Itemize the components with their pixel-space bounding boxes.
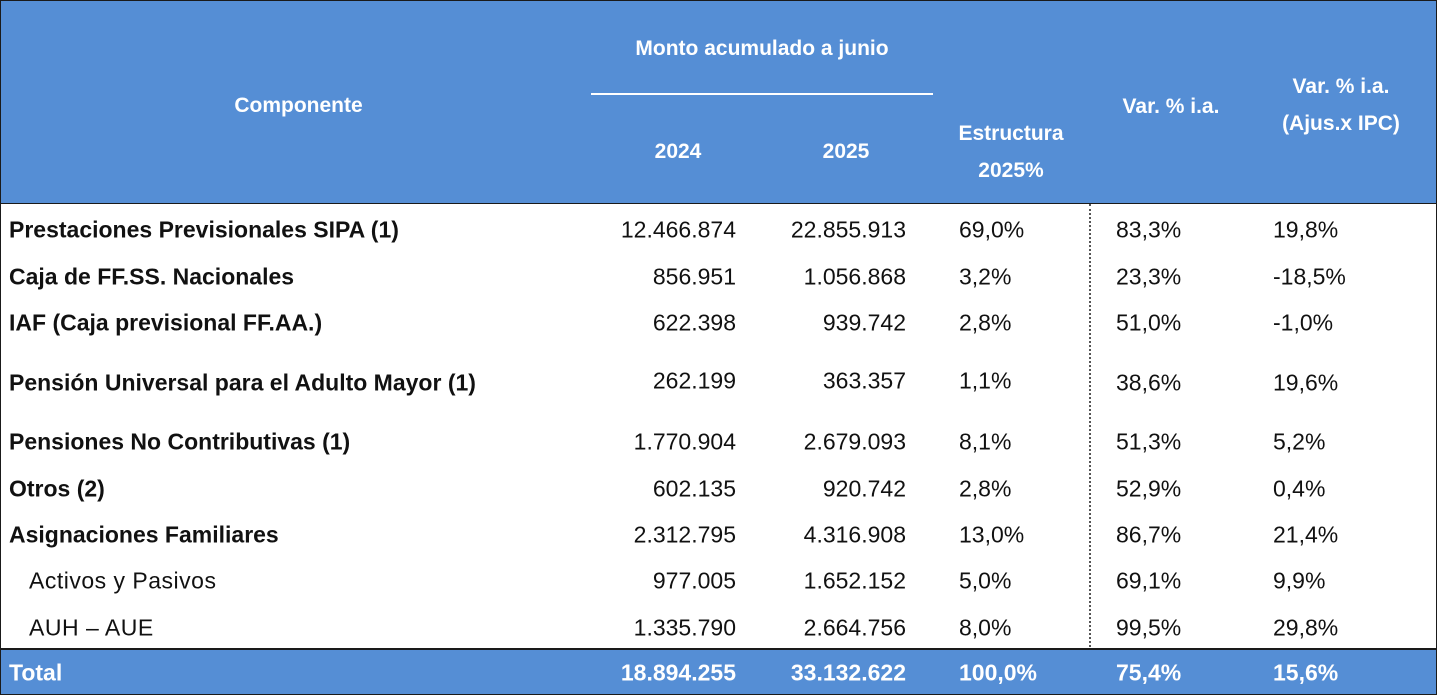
column-divider (1089, 204, 1091, 647)
table-row: Activos y Pasivos 977.005 1.652.152 5,0%… (1, 558, 1436, 604)
row-var: 69,1% (1116, 567, 1182, 594)
row-var: 52,9% (1116, 475, 1182, 502)
row-var: 51,3% (1116, 428, 1182, 455)
row-var: 23,3% (1116, 263, 1182, 290)
row-2025: 2.679.093 (803, 428, 906, 455)
row-var: 83,3% (1116, 216, 1182, 243)
row-2024: 1.770.904 (633, 428, 736, 455)
header-2025: 2025 (822, 140, 870, 163)
row-ipc: 19,6% (1273, 369, 1339, 396)
table-row: Pensión Universal para el Adulto Mayor (… (1, 360, 1436, 406)
row-2025: 4.316.908 (803, 521, 906, 548)
row-2024: 856.951 (652, 263, 736, 290)
row-2024: 622.398 (652, 309, 736, 336)
total-2024: 18.894.255 (620, 659, 736, 686)
row-ipc: -1,0% (1273, 309, 1334, 336)
row-estructura: 8,1% (959, 428, 1012, 455)
row-label: Asignaciones Familiares (9, 521, 279, 548)
row-2024: 262.199 (652, 367, 736, 394)
table-row: IAF (Caja previsional FF.AA.) 622.398 93… (1, 300, 1436, 346)
total-row: Total 18.894.255 33.132.622 100,0% 75,4%… (1, 648, 1436, 694)
table-row: Prestaciones Previsionales SIPA (1) 12.4… (1, 207, 1436, 253)
total-2025: 33.132.622 (790, 659, 906, 686)
row-var: 38,6% (1116, 369, 1182, 396)
row-label: Otros (2) (9, 475, 105, 502)
row-ipc: 29,8% (1273, 614, 1339, 641)
row-estructura: 1,1% (959, 367, 1012, 394)
table-row: Otros (2) 602.135 920.742 2,8% 52,9% 0,4… (1, 466, 1436, 512)
header-2024: 2024 (654, 140, 702, 163)
total-var: 75,4% (1116, 659, 1182, 686)
row-2025: 2.664.756 (803, 614, 906, 641)
row-estructura: 2,8% (959, 309, 1012, 336)
row-ipc: -18,5% (1273, 263, 1346, 290)
row-label: Activos y Pasivos (29, 567, 217, 594)
row-2024: 977.005 (652, 567, 736, 594)
header-ipc-line2: (Ajus.x IPC) (1282, 112, 1400, 135)
header-estructura-line2: 2025% (978, 159, 1044, 182)
table-row: Asignaciones Familiares 2.312.795 4.316.… (1, 512, 1436, 558)
header-var: Var. % i.a. (1122, 95, 1220, 118)
header-monto: Monto acumulado a junio (635, 37, 889, 60)
row-label: AUH – AUE (29, 614, 154, 641)
row-label: Pensión Universal para el Adulto Mayor (… (9, 369, 476, 396)
row-ipc: 9,9% (1273, 567, 1326, 594)
header-componente: Componente (234, 94, 363, 117)
row-estructura: 3,2% (959, 263, 1012, 290)
row-label: Caja de FF.SS. Nacionales (9, 263, 295, 290)
total-ipc: 15,6% (1273, 659, 1339, 686)
table-header: Componente Monto acumulado a junio 2024 … (1, 1, 1436, 204)
row-2025: 1.056.868 (803, 263, 906, 290)
row-ipc: 19,8% (1273, 216, 1339, 243)
row-estructura: 2,8% (959, 475, 1012, 502)
row-2025: 920.742 (822, 475, 906, 502)
header-monto-underline (591, 93, 933, 95)
row-estructura: 13,0% (959, 521, 1025, 548)
row-2025: 22.855.913 (790, 216, 906, 243)
total-label: Total (9, 659, 63, 686)
header-ipc-line1: Var. % i.a. (1292, 75, 1390, 98)
row-ipc: 0,4% (1273, 475, 1326, 502)
table-row: AUH – AUE 1.335.790 2.664.756 8,0% 99,5%… (1, 605, 1436, 651)
row-var: 99,5% (1116, 614, 1182, 641)
row-2025: 363.357 (822, 367, 906, 394)
row-2024: 602.135 (652, 475, 736, 502)
header-estructura-line1: Estructura (958, 122, 1064, 145)
row-2025: 939.742 (822, 309, 906, 336)
row-2024: 1.335.790 (633, 614, 736, 641)
row-var: 86,7% (1116, 521, 1182, 548)
row-var: 51,0% (1116, 309, 1182, 336)
row-2024: 12.466.874 (620, 216, 736, 243)
row-2024: 2.312.795 (633, 521, 736, 548)
table-row: Caja de FF.SS. Nacionales 856.951 1.056.… (1, 254, 1436, 300)
row-ipc: 5,2% (1273, 428, 1326, 455)
row-estructura: 8,0% (959, 614, 1012, 641)
row-estructura: 5,0% (959, 567, 1012, 594)
row-label: Pensiones No Contributivas (1) (9, 428, 351, 455)
total-estructura: 100,0% (959, 659, 1038, 686)
row-label: Prestaciones Previsionales SIPA (1) (9, 216, 399, 243)
table-row: Pensiones No Contributivas (1) 1.770.904… (1, 419, 1436, 465)
row-2025: 1.652.152 (803, 567, 906, 594)
row-ipc: 21,4% (1273, 521, 1339, 548)
row-label: IAF (Caja previsional FF.AA.) (9, 309, 323, 336)
row-estructura: 69,0% (959, 216, 1025, 243)
